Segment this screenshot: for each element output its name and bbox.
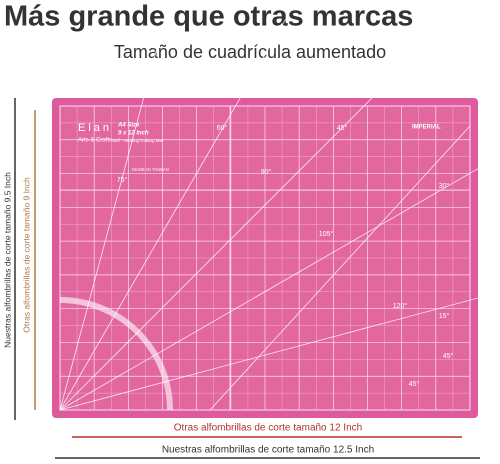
angle-line — [59, 155, 500, 411]
title: Más grande que otras marcas — [4, 1, 413, 33]
protractor-arc — [59, 297, 173, 411]
angle-line — [209, 125, 471, 411]
dimension-label: Nuestras alfombrillas de corte tamaño 9.… — [2, 172, 12, 348]
system: IMPERIAL — [412, 125, 441, 131]
angle-label: 105° — [319, 230, 334, 238]
angle-label: 90° — [261, 168, 272, 176]
angle-label: 45° — [443, 352, 454, 360]
angle-label: 45° — [409, 380, 420, 388]
angle-line — [59, 0, 171, 411]
cutting-mat: Elan Arts & Crafts A4 Size 9 x 12 Inch S… — [52, 0, 500, 418]
angle-label: 120° — [393, 302, 408, 310]
dimension-label: Nuestras alfombrillas de corte tamaño 12… — [162, 445, 374, 456]
origin: MADE IN TAIWAN — [132, 167, 169, 172]
angle-label: 45° — [337, 124, 348, 132]
angle-line — [59, 291, 500, 411]
angle-line — [59, 0, 471, 411]
angle-label: 15° — [439, 312, 450, 320]
product: Self - Healing Cutting Mat — [112, 138, 164, 143]
size: A4 Size — [117, 123, 140, 129]
dimension-label: Otras alfombrillas de corte tamaño 12 In… — [174, 423, 362, 434]
angle-label: 30° — [439, 182, 450, 190]
angle-label: 75° — [117, 176, 128, 184]
brand: Elan — [78, 122, 112, 134]
dimension-label: Otras alfombrillas de corte tamaño 9 Inc… — [21, 177, 31, 333]
dimensions: 9 x 12 Inch — [118, 131, 149, 137]
subtitle: Tamaño de cuadrícula aumentado — [114, 42, 386, 62]
angle-label: 60° — [217, 124, 228, 132]
brand-sub: Arts & Crafts — [78, 138, 112, 144]
angle-line — [59, 0, 298, 411]
